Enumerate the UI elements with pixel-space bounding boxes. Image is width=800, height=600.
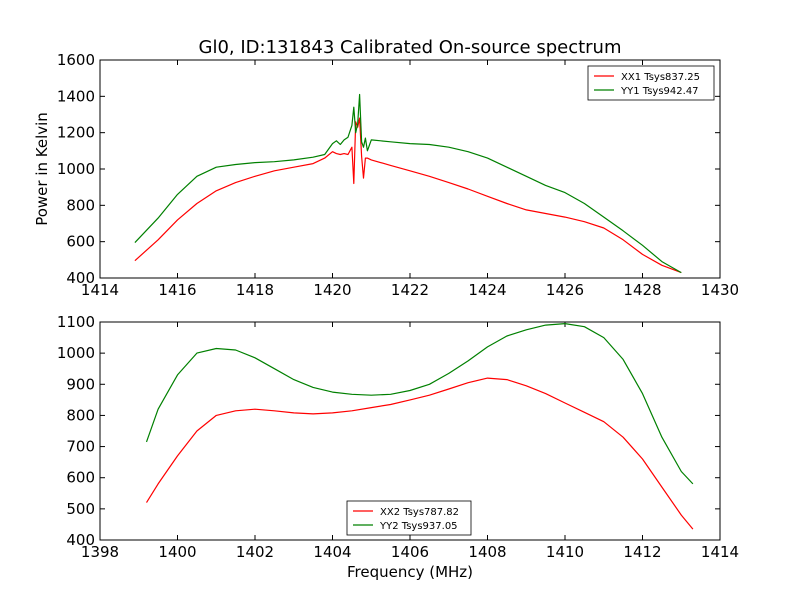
x-tick-label: 1412 bbox=[623, 543, 661, 561]
series-line-red bbox=[134, 117, 682, 274]
legend-label: YY2 Tsys937.05 bbox=[379, 521, 458, 532]
x-tick-label: 1402 bbox=[236, 543, 274, 561]
top-axes: 1414 1416 1418 1420 1422 1424 1426 1428 1430 400 6… bbox=[33, 51, 739, 299]
x-tick-label: 1408 bbox=[468, 543, 506, 561]
legend-label: XX2 Tsys787.82 bbox=[380, 507, 459, 518]
bottom-axes: 1398 1400 1402 1404 1406 1408 1410 1412 1414 400 5… bbox=[57, 313, 739, 581]
y-tick-label: 800 bbox=[66, 196, 95, 214]
x-tick-label: 1414 bbox=[81, 281, 119, 299]
series-line-green bbox=[134, 93, 682, 274]
y-tick-label: 1200 bbox=[57, 124, 95, 142]
legend-box bbox=[346, 500, 472, 536]
y-tick-label: 700 bbox=[66, 438, 95, 456]
x-tick-label: 1430 bbox=[701, 281, 739, 299]
x-tick-label: 1398 bbox=[81, 543, 119, 561]
y-tick-label: 500 bbox=[66, 500, 95, 518]
chart-title: Gl0, ID:131843 Calibrated On-source spec… bbox=[199, 37, 622, 58]
top-series-lines bbox=[134, 93, 682, 274]
x-tick-label: 1404 bbox=[313, 543, 351, 561]
x-tick-label: 1422 bbox=[391, 281, 429, 299]
y-tick-label: 400 bbox=[66, 269, 95, 287]
x-tick-label: 1410 bbox=[546, 543, 584, 561]
x-tick-label: 1416 bbox=[158, 281, 196, 299]
y-tick-label: 1100 bbox=[57, 313, 95, 331]
top-legend: XX1 Tsys837.25 YY1 Tsys942.47 bbox=[587, 65, 715, 101]
bottom-series-lines bbox=[145, 323, 694, 530]
legend-box bbox=[587, 65, 715, 101]
x-tick-label: 1426 bbox=[546, 281, 584, 299]
y-tick-label: 1000 bbox=[57, 160, 95, 178]
series-line-red bbox=[145, 377, 694, 530]
series-line-green bbox=[145, 323, 694, 485]
y-tick-label: 1400 bbox=[57, 87, 95, 105]
x-tick-label: 1428 bbox=[623, 281, 661, 299]
x-tick-label: 1406 bbox=[391, 543, 429, 561]
y-tick-label: 400 bbox=[66, 531, 95, 549]
bottom-legend: XX2 Tsys787.82 YY2 Tsys937.05 bbox=[346, 500, 472, 536]
bottom-ticks: 1398 1400 1402 1404 1406 1408 1410 1412 1414 400 5… bbox=[57, 313, 739, 561]
y-tick-label: 600 bbox=[66, 233, 95, 251]
legend-label: YY1 Tsys942.47 bbox=[620, 86, 699, 97]
y-tick-label: 1000 bbox=[57, 344, 95, 362]
top-y-axis-label: Power in Kelvin bbox=[33, 112, 51, 226]
x-tick-label: 1418 bbox=[236, 281, 274, 299]
bottom-x-axis-label: Frequency (MHz) bbox=[347, 563, 473, 581]
x-tick-label: 1424 bbox=[468, 281, 506, 299]
x-tick-label: 1400 bbox=[158, 543, 196, 561]
x-tick-label: 1414 bbox=[701, 543, 739, 561]
legend-label: XX1 Tsys837.25 bbox=[621, 72, 700, 83]
y-tick-label: 800 bbox=[66, 406, 95, 424]
y-tick-label: 600 bbox=[66, 469, 95, 487]
x-tick-label: 1420 bbox=[313, 281, 351, 299]
y-tick-label: 900 bbox=[66, 375, 95, 393]
y-tick-label: 1600 bbox=[57, 51, 95, 69]
top-ticks: 1414 1416 1418 1420 1422 1424 1426 1428 1430 400 6… bbox=[57, 51, 739, 299]
